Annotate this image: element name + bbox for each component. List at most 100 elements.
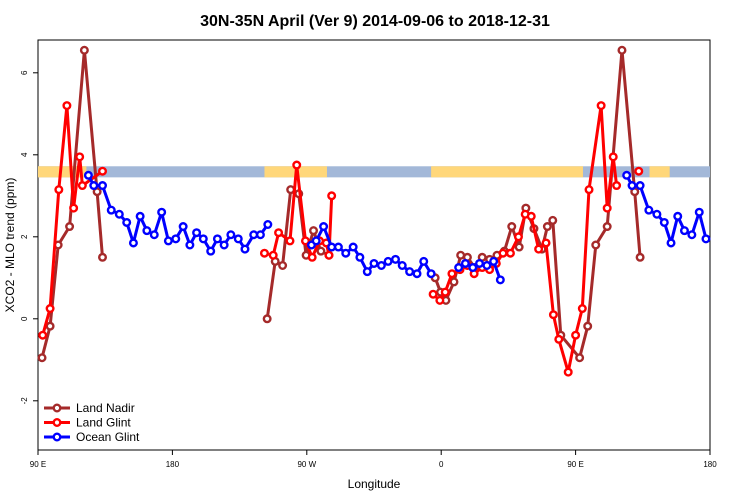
data-point: [233, 234, 243, 244]
x-tick-label: 0: [439, 460, 444, 469]
x-tick-label: 180: [703, 460, 717, 469]
data-point: [397, 261, 407, 271]
data-point: [300, 236, 310, 246]
data-point: [447, 269, 457, 279]
data-point: [38, 330, 48, 340]
series-land-glint: [38, 101, 644, 377]
data-point: [77, 181, 87, 191]
data-point: [548, 310, 558, 320]
data-point: [482, 261, 492, 271]
data-point: [319, 222, 329, 232]
data-point: [627, 181, 637, 191]
data-point: [62, 101, 72, 111]
data-point: [635, 252, 645, 262]
legend-label: Ocean Glint: [76, 430, 140, 444]
data-point: [135, 211, 145, 221]
x-tick-label: 180: [166, 460, 180, 469]
data-point: [428, 289, 438, 299]
data-point: [644, 205, 654, 215]
data-point: [460, 258, 470, 268]
data-point: [701, 234, 711, 244]
data-point: [666, 238, 676, 248]
data-point: [185, 240, 195, 250]
data-point: [412, 269, 422, 279]
data-point: [440, 287, 450, 297]
data-point: [383, 256, 393, 266]
x-axis-label: Longitude: [348, 477, 401, 491]
data-point: [563, 367, 573, 377]
data-point: [198, 234, 208, 244]
data-point: [128, 238, 138, 248]
data-point: [548, 215, 558, 225]
data-point: [149, 230, 159, 240]
data-point: [348, 242, 358, 252]
data-point: [468, 263, 478, 273]
data-point: [98, 252, 108, 262]
data-point: [311, 236, 321, 246]
data-point: [608, 152, 618, 162]
land-band-segment: [649, 166, 670, 178]
data-point: [309, 226, 319, 236]
data-point: [634, 166, 644, 176]
data-point: [498, 248, 508, 258]
data-point: [114, 209, 124, 219]
data-point: [98, 166, 108, 176]
data-point: [596, 101, 606, 111]
legend-swatch-marker: [52, 432, 62, 442]
data-point: [285, 236, 295, 246]
legend-label: Land Nadir: [76, 401, 135, 415]
data-point: [255, 230, 265, 240]
data-point: [679, 226, 689, 236]
legend-swatch-marker: [52, 403, 62, 413]
data-point: [268, 250, 278, 260]
data-point: [219, 240, 229, 250]
data-point: [419, 256, 429, 266]
data-point: [426, 269, 436, 279]
data-point: [449, 277, 459, 287]
data-point: [652, 209, 662, 219]
series-ocean-glint: [83, 170, 711, 285]
data-point: [98, 181, 108, 191]
data-point: [507, 222, 517, 232]
data-point: [617, 45, 627, 55]
data-point: [54, 185, 64, 195]
data-point: [324, 250, 334, 260]
data-point: [602, 203, 612, 213]
series-line: [432, 104, 619, 374]
data-point: [163, 236, 173, 246]
data-point: [584, 185, 594, 195]
data-point: [307, 252, 317, 262]
data-point: [226, 230, 236, 240]
y-tick-label: 0: [20, 316, 29, 321]
data-point: [673, 211, 683, 221]
data-point: [263, 219, 273, 229]
data-point: [157, 207, 167, 217]
data-point: [541, 238, 551, 248]
data-point: [577, 304, 587, 314]
data-point: [591, 240, 601, 250]
data-point: [106, 205, 116, 215]
data-point: [635, 181, 645, 191]
data-point: [65, 222, 75, 232]
data-point: [278, 261, 288, 271]
land-band-segment: [38, 166, 87, 178]
data-point: [192, 228, 202, 238]
series-line: [433, 48, 642, 360]
data-point: [514, 242, 524, 252]
y-axis-label: XCO2 - MLO trend (ppm): [3, 178, 17, 313]
legend-swatch-marker: [52, 418, 62, 428]
data-point: [571, 330, 581, 340]
data-point: [475, 258, 485, 268]
data-point: [206, 246, 216, 256]
data-point: [376, 261, 386, 271]
data-point: [316, 246, 326, 256]
y-tick-label: 6: [20, 70, 29, 75]
legend-label: Land Glint: [76, 416, 131, 430]
data-point: [454, 263, 464, 273]
data-point: [262, 314, 272, 324]
y-tick-label: 4: [20, 152, 29, 157]
data-point: [435, 295, 445, 305]
data-point: [495, 275, 505, 285]
data-point: [405, 267, 415, 277]
